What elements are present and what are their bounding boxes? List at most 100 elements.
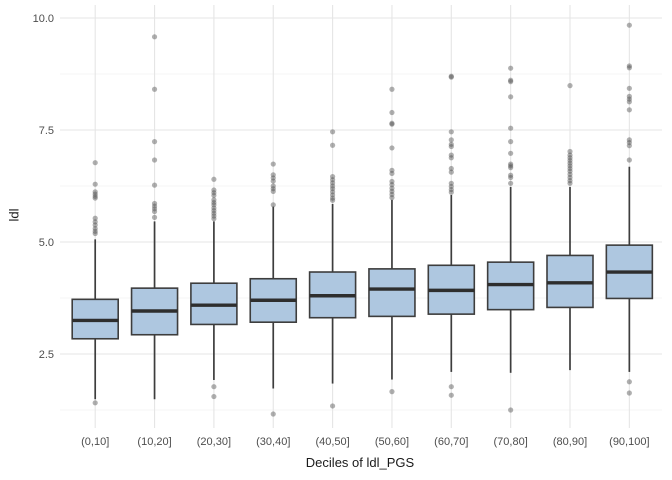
outlier-point <box>448 180 454 186</box>
outlier-point <box>567 83 573 89</box>
outlier-point <box>270 178 276 184</box>
y-axis-title: ldl <box>6 208 22 222</box>
outlier-point <box>448 392 454 398</box>
outlier-point <box>626 63 632 69</box>
x-axis-title: Deciles of ldl_PGS <box>305 455 415 470</box>
box <box>368 268 416 318</box>
outlier-point <box>92 160 98 166</box>
outlier-point <box>92 215 98 221</box>
outlier-point <box>270 175 276 181</box>
outlier-point <box>270 183 276 189</box>
outlier-point <box>626 22 632 28</box>
outlier-point <box>389 170 395 177</box>
outlier-point <box>211 205 217 211</box>
outlier-point <box>626 85 632 91</box>
outlier-point <box>448 384 454 390</box>
outlier-point <box>92 193 98 199</box>
outlier-point <box>448 165 454 172</box>
outlier-point <box>626 137 632 143</box>
outlier-point <box>330 129 336 135</box>
x-tick-label: (70,80] <box>494 436 528 448</box>
outlier-point <box>330 186 336 192</box>
outlier-point <box>508 163 514 169</box>
outlier-point <box>626 93 632 99</box>
outlier-point <box>211 216 217 222</box>
outlier-point <box>389 121 395 127</box>
outlier-point <box>567 178 573 184</box>
outlier-point <box>626 390 632 396</box>
outlier-point <box>211 384 217 390</box>
outlier-point <box>330 189 336 195</box>
outlier-point <box>330 195 336 201</box>
outlier-point <box>567 157 573 164</box>
outlier-point <box>508 79 514 85</box>
outlier-point <box>211 208 217 214</box>
outlier-point <box>448 155 454 161</box>
outlier-point <box>448 189 454 195</box>
outlier-point <box>626 96 632 102</box>
x-tick-label: (10,20] <box>137 436 171 448</box>
outlier-point <box>567 148 573 155</box>
outlier-point <box>508 172 514 178</box>
outlier-point <box>508 150 514 156</box>
outlier-point <box>330 192 336 198</box>
outlier-point <box>448 152 454 158</box>
outlier-point <box>270 411 276 417</box>
outlier-point <box>151 182 158 188</box>
outlier-point <box>211 187 217 193</box>
outlier-point <box>92 219 98 225</box>
outlier-point <box>567 171 573 177</box>
outlier-point <box>270 172 276 178</box>
x-tick-label: (20,30] <box>197 436 231 448</box>
outlier-point <box>508 407 514 413</box>
outlier-point <box>567 163 573 169</box>
outlier-point <box>508 65 514 71</box>
outlier-point <box>270 161 276 167</box>
outlier-point <box>508 165 514 171</box>
outlier-point <box>626 65 632 71</box>
outlier-point <box>92 181 98 187</box>
y-tick-label: 5.0 <box>39 237 54 249</box>
outlier-point <box>508 161 514 167</box>
outlier-point <box>330 142 336 148</box>
outlier-point <box>448 169 454 175</box>
outlier-point <box>567 168 573 174</box>
outlier-point <box>151 208 158 215</box>
outlier-point <box>151 214 158 220</box>
outlier-point <box>211 176 217 182</box>
outlier-point <box>508 125 514 131</box>
outlier-point <box>508 180 514 186</box>
outlier-point <box>270 188 276 194</box>
x-tick-label: (0,10] <box>81 436 109 448</box>
outlier-point <box>151 206 158 212</box>
outlier-point <box>92 189 98 195</box>
y-tick-label: 7.5 <box>39 125 54 137</box>
outlier-point <box>92 191 98 197</box>
outlier-point <box>626 139 632 146</box>
outlier-point <box>211 199 217 206</box>
outlier-point <box>508 94 514 100</box>
outlier-point <box>508 77 514 83</box>
outlier-point <box>448 74 454 80</box>
outlier-point <box>389 120 395 126</box>
outlier-point <box>626 143 632 149</box>
y-tick-label: 10.0 <box>33 13 54 25</box>
outlier-point <box>92 222 98 228</box>
outlier-point <box>508 174 514 181</box>
outlier-point <box>389 167 395 173</box>
outlier-point <box>389 86 395 92</box>
outlier-point <box>567 152 573 158</box>
outlier-point <box>508 139 514 145</box>
outlier-point <box>389 185 395 191</box>
outlier-point <box>211 393 217 400</box>
outlier-point <box>567 155 573 161</box>
outlier-point <box>211 190 217 196</box>
outlier-point <box>270 202 276 208</box>
outlier-point <box>389 145 395 151</box>
outlier-point <box>448 137 454 143</box>
outlier-point <box>448 129 454 135</box>
outlier-point <box>92 225 98 232</box>
x-tick-label: (40,50] <box>315 436 349 448</box>
